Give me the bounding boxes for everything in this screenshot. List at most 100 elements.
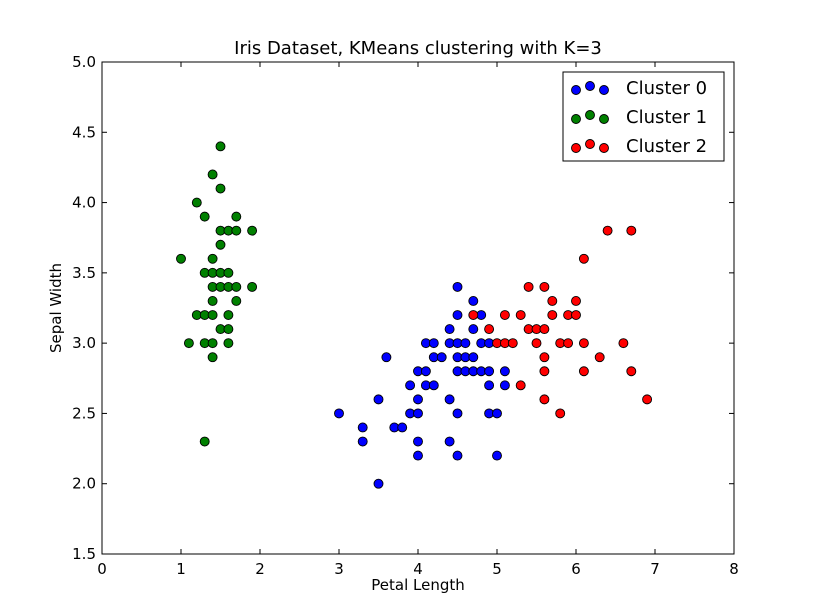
cluster-1-point — [231, 211, 242, 222]
cluster-1-point — [207, 169, 218, 180]
cluster-0-point — [492, 408, 502, 419]
cluster-2-point — [578, 338, 589, 349]
legend-label: Cluster 0 — [626, 78, 707, 99]
cluster-0-point — [420, 366, 431, 377]
y-tick-label: 1.5 — [72, 545, 96, 563]
y-tick-label: 3.0 — [72, 334, 96, 352]
cluster-2-point — [571, 310, 581, 320]
cluster-0-point — [452, 281, 463, 292]
cluster-0-point — [413, 408, 423, 419]
y-tick-label: 4.0 — [72, 194, 96, 212]
cluster-0-point — [357, 422, 368, 433]
cluster-0-point — [413, 450, 423, 461]
cluster-2-point — [539, 324, 550, 335]
cluster-1-point — [215, 141, 226, 152]
cluster-0-point — [484, 366, 495, 377]
x-tick-label: 4 — [413, 560, 423, 578]
cluster-0-point — [381, 352, 392, 363]
y-tick-label: 4.5 — [72, 123, 96, 141]
cluster-0-point — [444, 324, 455, 335]
cluster-1-point — [176, 253, 186, 264]
cluster-2-point — [523, 281, 534, 292]
cluster-0-point — [452, 450, 463, 461]
legend-marker — [571, 114, 581, 124]
cluster-1-point — [247, 281, 258, 292]
cluster-0-point — [436, 352, 447, 363]
legend-marker — [599, 114, 609, 124]
cluster-0-point — [373, 478, 384, 489]
cluster-0-point — [444, 436, 455, 447]
cluster-0-point — [357, 436, 368, 447]
legend-label: Cluster 2 — [626, 136, 707, 157]
cluster-2-point — [539, 394, 550, 405]
cluster-1-point — [199, 211, 210, 222]
cluster-0-point — [413, 436, 423, 447]
cluster-0-point — [468, 324, 479, 335]
cluster-1-point — [223, 267, 234, 278]
cluster-0-point — [460, 338, 471, 349]
cluster-2-point — [515, 310, 526, 320]
cluster-0-point — [452, 408, 463, 419]
cluster-0-point — [405, 380, 416, 391]
legend-item-cluster-2: Cluster 2 — [571, 136, 707, 157]
y-axis-label: Sepal Width — [47, 263, 65, 353]
cluster-1-point — [207, 352, 218, 363]
cluster-0-point — [468, 352, 479, 363]
cluster-2-point — [563, 338, 574, 349]
x-tick-label: 7 — [650, 560, 660, 578]
cluster-0-point — [484, 380, 495, 391]
cluster-0-point — [499, 366, 510, 377]
x-tick-label: 8 — [729, 560, 739, 578]
y-axis: 1.5 2.0 2.5 3.0 3.5 4.0 4.5 5.0 — [72, 53, 734, 563]
legend-marker — [571, 143, 581, 153]
cluster-1-point — [191, 197, 202, 208]
cluster-1-point — [223, 324, 234, 335]
cluster-0-point — [428, 380, 439, 391]
legend-marker — [585, 81, 595, 91]
cluster-2-point — [484, 324, 495, 335]
legend-marker — [585, 139, 595, 149]
cluster-0-point — [468, 296, 479, 306]
cluster-2-point — [547, 310, 558, 320]
cluster-2-point — [539, 281, 550, 292]
plot-layer — [176, 141, 653, 489]
x-axis: 0 1 2 3 4 5 6 7 8 — [97, 62, 739, 578]
cluster-1-point — [247, 225, 258, 236]
cluster-2-point — [571, 296, 581, 306]
cluster-2-point — [626, 225, 637, 236]
cluster-0-point — [428, 338, 439, 349]
cluster-0-point — [334, 408, 344, 419]
cluster-2-point — [626, 366, 637, 377]
cluster-1-point — [199, 436, 210, 447]
cluster-0-point — [397, 422, 408, 433]
cluster-2-point — [507, 338, 518, 349]
cluster-2-point — [618, 338, 629, 349]
cluster-1-point — [207, 296, 218, 306]
legend-marker — [599, 85, 609, 95]
cluster-1-point — [231, 225, 242, 236]
legend-item-cluster-0: Cluster 0 — [571, 78, 707, 99]
cluster-1-point — [223, 338, 234, 349]
chart-title: Iris Dataset, KMeans clustering with K=3 — [234, 38, 602, 59]
legend-marker — [599, 143, 609, 153]
cluster-0-point — [444, 394, 455, 405]
x-tick-label: 3 — [334, 560, 344, 578]
cluster-2-point — [555, 408, 566, 419]
cluster-0-point — [492, 450, 502, 461]
legend-marker — [571, 85, 581, 95]
cluster-2-point — [578, 366, 589, 377]
cluster-2-point — [515, 380, 526, 391]
cluster-0-point — [452, 310, 463, 320]
cluster-1-point — [231, 296, 242, 306]
cluster-1-point — [207, 253, 218, 264]
cluster-2-point — [594, 352, 605, 363]
x-tick-label: 0 — [97, 560, 107, 578]
y-tick-label: 2.5 — [72, 404, 96, 422]
y-tick-label: 5.0 — [72, 53, 96, 71]
cluster-2-point — [531, 338, 542, 349]
cluster-0-point — [373, 394, 384, 405]
cluster-1-point — [215, 183, 226, 194]
cluster-1-point — [231, 281, 242, 292]
cluster-1-point — [207, 310, 218, 320]
x-tick-label: 2 — [255, 560, 265, 578]
